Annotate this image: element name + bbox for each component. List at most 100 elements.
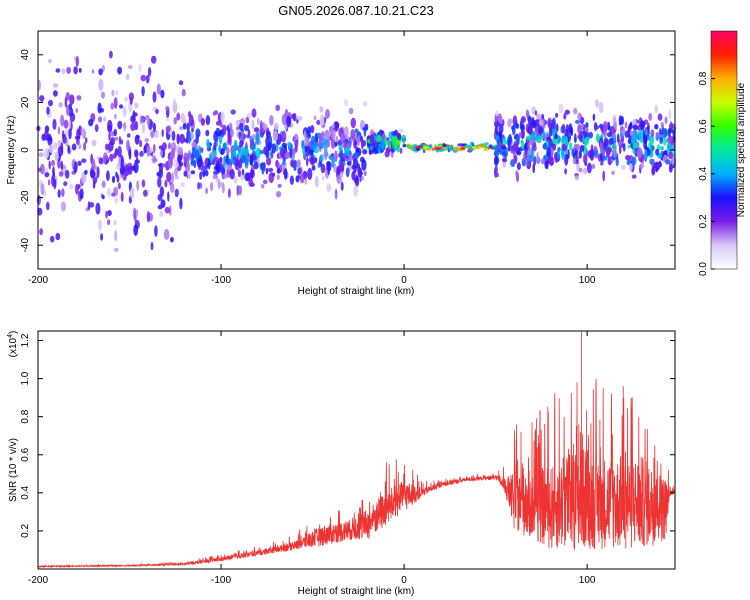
- spectrogram-cell: [200, 118, 206, 126]
- spectrogram-cell: [40, 163, 45, 175]
- spectrogram-cell: [107, 210, 112, 216]
- spectrogram-cell: [205, 115, 211, 126]
- spectrogram-cell: [46, 106, 50, 115]
- spectrogram-cell: [114, 197, 118, 204]
- spectrogram-cell: [150, 130, 155, 139]
- spectrogram-cell: [233, 139, 238, 151]
- spectrogram-cell: [307, 167, 313, 180]
- spectrogram-cell: [357, 134, 360, 147]
- spectrogram-cell: [593, 149, 599, 157]
- spectrogram-cell: [205, 164, 208, 170]
- spectrogram-cell: [233, 176, 238, 184]
- snr-y-tick-label: 0.8: [20, 409, 31, 423]
- spectrogram-cell: [260, 126, 264, 134]
- spectrogram-cell: [303, 130, 307, 140]
- spectrogram-cell: [199, 171, 203, 180]
- spectrogram-cell: [48, 160, 51, 170]
- spectrogram-cell: [402, 144, 407, 148]
- spectrogram-cell: [622, 142, 626, 152]
- spectrogram-cell: [46, 136, 53, 142]
- spectrogram-cell: [197, 182, 201, 190]
- spectrogram-cell: [229, 123, 233, 131]
- spectrogram-cell: [123, 121, 127, 132]
- spectrogram-cell: [363, 126, 367, 137]
- colorbar-ticks: 0.0 0.2 0.4 0.6 0.8: [698, 71, 715, 276]
- spectrogram-cell: [165, 116, 170, 121]
- spectrogram-cell: [113, 128, 117, 137]
- spectrogram-cell: [286, 115, 291, 128]
- spectrogram-cell: [599, 141, 603, 154]
- spectrogram-cell: [534, 110, 538, 116]
- spectrogram-cell: [155, 108, 159, 115]
- spectrogram-cell: [98, 157, 104, 165]
- spectrogram-cell: [57, 126, 61, 135]
- chart-title: GN05.2026.087.10.21.C23: [278, 3, 433, 18]
- spectrogram-cell: [666, 137, 672, 144]
- spectrogram-cell: [310, 125, 315, 134]
- spectrogram-cell: [269, 115, 274, 126]
- spectrogram-cell: [141, 86, 145, 97]
- spectrogram-cell: [38, 167, 42, 173]
- spectrogram-cell: [369, 133, 375, 146]
- spectrogram-cell: [244, 124, 249, 132]
- snr-x-label: Height of straight line (km): [298, 586, 415, 597]
- spectrogram-cell: [195, 128, 201, 138]
- spectrogram-cell: [304, 178, 308, 186]
- spectrogram-cell: [49, 235, 55, 243]
- spectrogram-cell: [183, 152, 189, 164]
- spectrogram-cell: [584, 132, 590, 138]
- spectrogram-cell: [319, 154, 324, 162]
- spectrogram-cell: [146, 211, 151, 223]
- spectrogram-cell: [308, 141, 312, 147]
- spectrogram-cell: [513, 140, 519, 152]
- spectrogram-cell: [457, 143, 463, 147]
- spectrogram-cell: [343, 99, 349, 107]
- spectrogram-cell: [163, 229, 170, 240]
- spectrogram-cell: [97, 219, 102, 232]
- spectrogram-cell: [491, 146, 496, 150]
- spectrogram-cell: [275, 104, 281, 112]
- spectrogram-cell: [60, 114, 65, 127]
- spectrogram-cell: [73, 66, 78, 75]
- spectrogram-cell: [129, 97, 133, 105]
- spectrogram-cell: [362, 100, 368, 107]
- spectrogram-cell: [343, 126, 349, 137]
- spectrogram-cell: [220, 111, 225, 123]
- spectrogram-cell: [109, 50, 113, 59]
- spectrogram-cell: [124, 96, 128, 103]
- spectrogram-cell: [174, 167, 178, 177]
- colorbar-label: Normalized spectral amplitude: [736, 82, 747, 217]
- spectrogram-cell: [78, 143, 82, 150]
- spectrogram-cell: [215, 178, 220, 183]
- spectrogram-cell: [654, 104, 658, 114]
- spectrogram-cell: [319, 106, 324, 113]
- spectrogram-cell: [120, 191, 124, 202]
- spectrogram-cell: [542, 130, 546, 140]
- spectrogram-cell: [206, 138, 210, 149]
- spectrogram-cell: [331, 157, 335, 168]
- spectrogram-cell: [296, 159, 302, 168]
- spectrogram-cell: [161, 163, 167, 168]
- spectrogram-cell: [334, 121, 340, 129]
- spectrogram-cell: [471, 143, 475, 147]
- spectrogram-cell: [55, 68, 61, 73]
- spectrogram-cell: [340, 181, 344, 191]
- spectrogram-cell: [536, 151, 539, 164]
- spectrogram-cell: [543, 142, 548, 150]
- spectrogram-cell: [52, 118, 57, 130]
- spectrogram-cell: [166, 171, 172, 183]
- snr-line: [37, 331, 676, 569]
- spectrogram-cell: [266, 157, 272, 166]
- spectrogram-cell: [75, 55, 80, 67]
- spectrogram-cell: [190, 160, 195, 166]
- spectrogram-cell: [291, 113, 296, 120]
- spectrogram-y-tick-label: 40: [20, 49, 31, 61]
- snr-x-tick-label: -100: [211, 575, 231, 586]
- spectrogram-cell: [599, 123, 603, 129]
- spectrogram-cell: [95, 202, 101, 215]
- colorbar-tick-label: 0.2: [698, 214, 709, 228]
- spectrogram-cell: [567, 149, 570, 159]
- spectrogram-cell: [644, 149, 648, 157]
